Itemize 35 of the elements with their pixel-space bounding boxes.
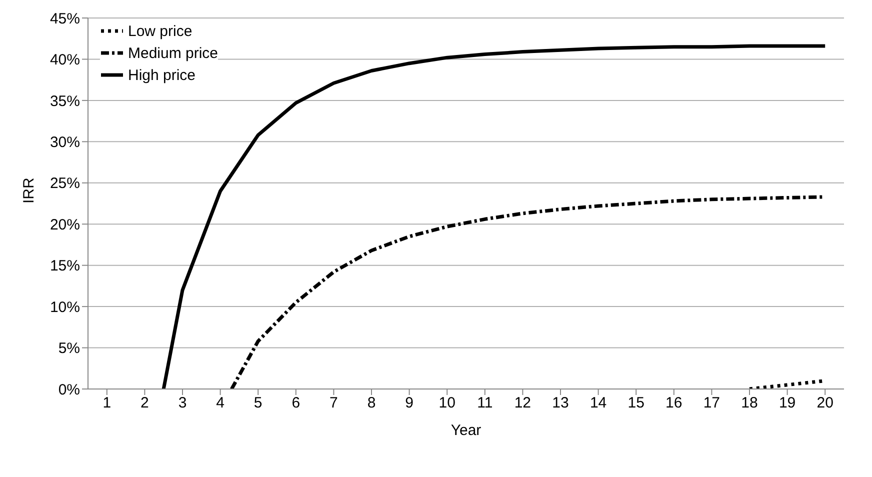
x-tick-label: 12 [514,394,532,412]
x-tick-label: 3 [178,394,187,412]
x-tick-label: 5 [254,394,262,412]
y-tick-label: 25% [50,175,80,192]
x-tick-label: 18 [741,394,758,412]
x-tick-label: 8 [367,394,376,412]
x-tick-label: 13 [552,394,569,412]
y-tick-label: 0% [58,381,80,398]
legend-label: Low price [128,22,192,40]
y-tick-label: 10% [50,298,80,316]
y-tick-label: 40% [50,52,80,69]
x-axis-title: Year [450,422,482,439]
y-tick-label: 15% [50,258,80,275]
y-tick-label: 45% [50,10,80,28]
y-tick-label: 35% [50,92,80,110]
y-axis-title: IRR [20,178,38,204]
x-tick-label: 15 [628,394,644,412]
x-tick-label: 7 [330,394,338,412]
y-tick-label: 20% [50,216,80,234]
x-tick-label: 6 [292,394,300,412]
x-tick-label: 9 [405,394,414,412]
x-tick-label: 20 [816,394,834,412]
x-tick-label: 17 [703,394,720,412]
x-tick-label: 16 [666,394,682,412]
y-tick-label: 5% [58,340,80,358]
x-tick-label: 2 [140,394,149,412]
y-tick-label: 30% [50,134,80,151]
legend-label: High price [128,66,196,84]
legend-label: Medium price [128,44,218,62]
x-tick-label: 11 [477,394,493,412]
x-tick-label: 10 [438,394,456,412]
x-tick-label: 4 [216,394,224,412]
x-tick-label: 14 [590,394,607,412]
x-tick-label: 19 [778,394,796,412]
x-tick-label: 1 [102,394,112,412]
